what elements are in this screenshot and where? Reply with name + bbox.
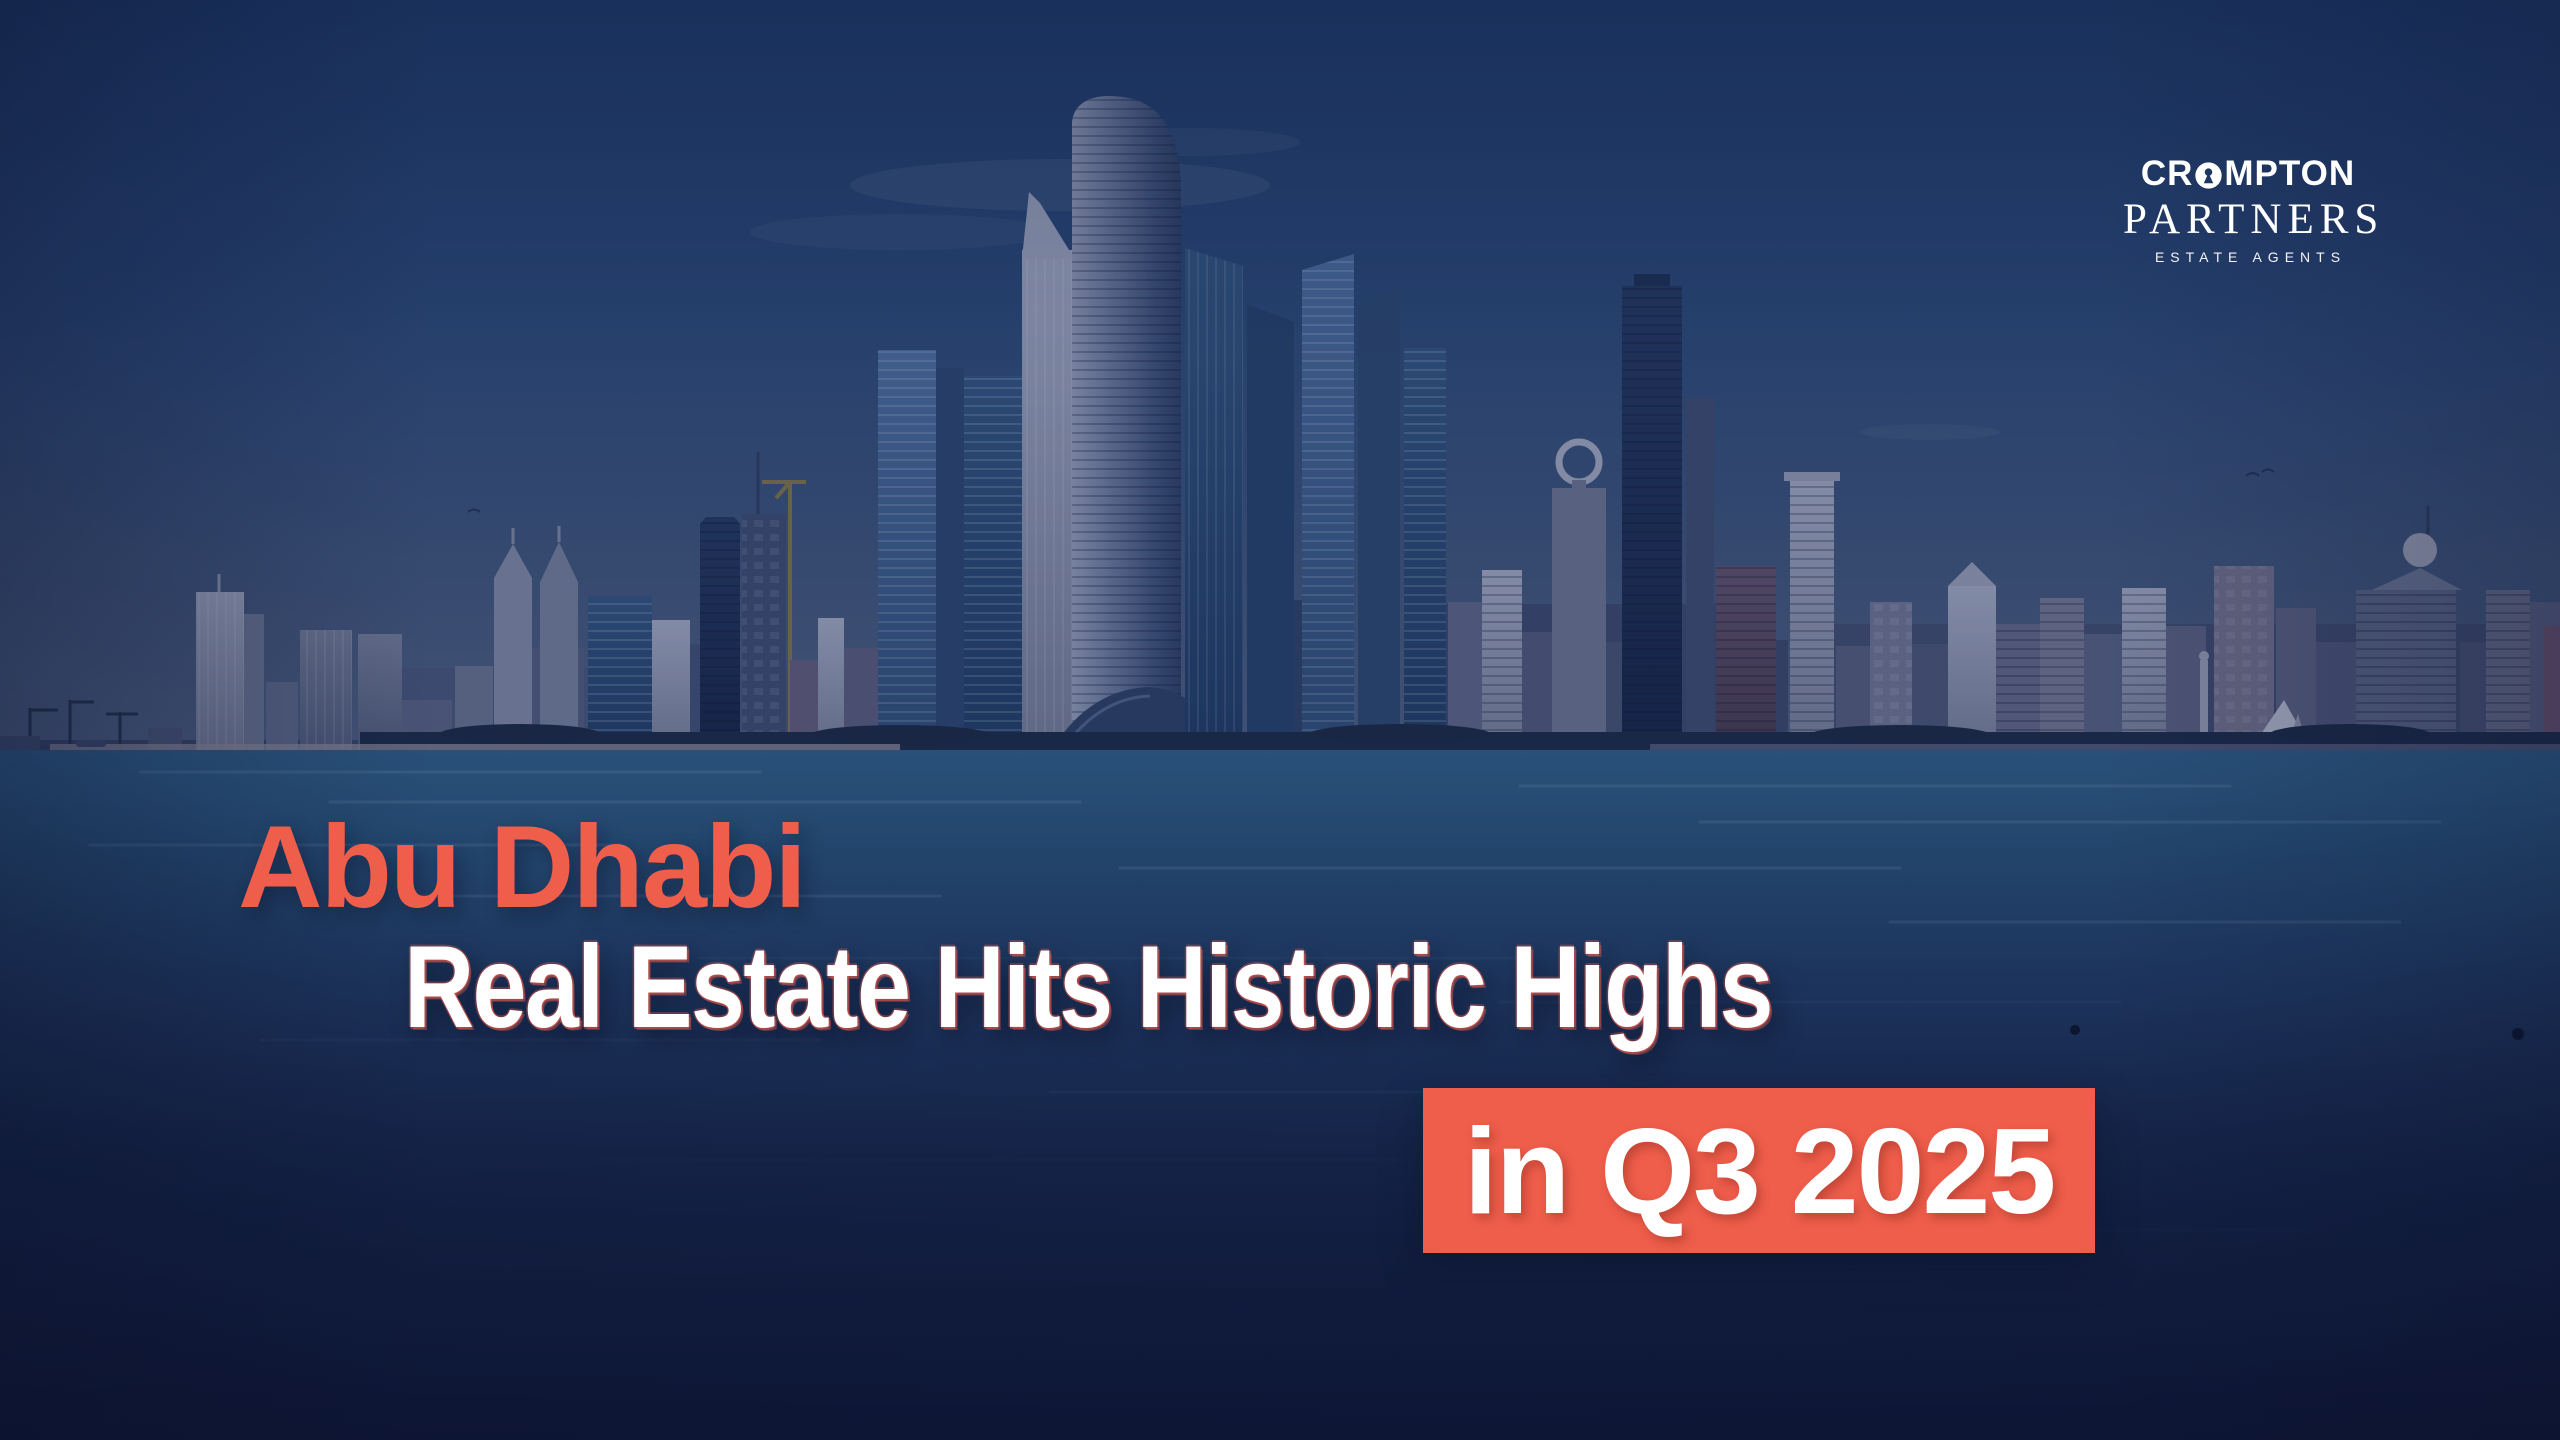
logo-brand-post: MPTON [2224, 154, 2356, 193]
headline-location: Abu Dhabi [238, 801, 807, 932]
q3-2025-badge-label: in Q3 2025 [1463, 1102, 2056, 1239]
q3-2025-badge: in Q3 2025 [1423, 1088, 2095, 1253]
landmark-tower [1048, 95, 1222, 757]
headline-title: Real Estate Hits Historic Highs [404, 921, 1773, 1052]
logo-partners: PARTNERS [2123, 196, 2385, 243]
logo-brand-pre: CR [2140, 154, 2194, 193]
logo-estate-agents: ESTATE AGENTS [2154, 249, 2347, 265]
birds [467, 468, 2275, 513]
logo-wordmark: CR MPTON [2118, 156, 2378, 191]
keyhole-o-icon [2195, 160, 2223, 189]
crompton-partners-logo: CR MPTON PARTNERS ESTATE AGENTS [2118, 156, 2378, 265]
sea [0, 740, 2560, 1440]
city-buildings-right [1185, 248, 2356, 756]
